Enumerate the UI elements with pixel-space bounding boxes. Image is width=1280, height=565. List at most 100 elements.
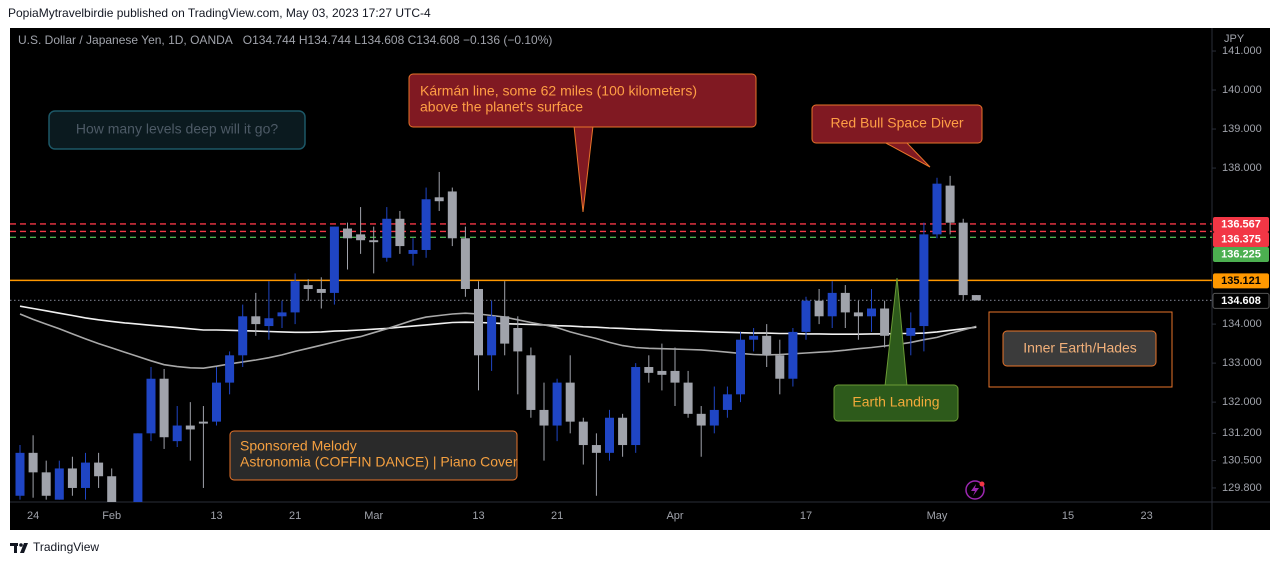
candle-body [526, 355, 536, 410]
alert-icon[interactable] [965, 480, 985, 500]
candle-body [696, 413, 706, 426]
candle-body [618, 417, 628, 446]
candle-body [474, 288, 483, 356]
candle-body [146, 378, 156, 434]
candle-body [238, 316, 248, 356]
candle-body [54, 468, 64, 500]
candle-body [722, 394, 732, 410]
price-badge [1213, 231, 1269, 247]
candle-body [932, 183, 942, 235]
candle-body [382, 218, 392, 258]
candle-body [434, 197, 444, 202]
x-tick-label: 24 [27, 510, 39, 522]
y-tick-label: 134.000 [1222, 318, 1262, 330]
y-tick-label: 133.000 [1222, 357, 1262, 369]
price-badge [1213, 273, 1269, 289]
candle-body [133, 433, 143, 502]
y-tick-label: 139.000 [1222, 123, 1262, 135]
moving-average-line [19, 305, 977, 335]
candle-body [369, 240, 379, 243]
candle-body [343, 228, 352, 239]
candle-body [94, 462, 104, 477]
price-badge-label: 136.225 [1221, 248, 1261, 260]
candle-body [709, 409, 719, 426]
candle-body [212, 382, 221, 422]
candle-body [225, 355, 235, 383]
y-tick-label: 130.500 [1222, 455, 1262, 467]
ohlc-legend: O134.744 H134.744 L134.608 C134.608 −0.1… [243, 33, 553, 47]
y-tick-label: 138.000 [1222, 162, 1262, 174]
price-badge-label: 135.121 [1221, 275, 1261, 287]
candle-body [356, 234, 366, 241]
candle-body [421, 199, 431, 250]
candle-body [683, 382, 693, 414]
moving-average-line [19, 312, 977, 370]
candle-body [172, 425, 182, 442]
candle-body [644, 367, 654, 373]
x-tick-label: Feb [102, 510, 121, 522]
candle-body [198, 421, 208, 424]
alert-dot [979, 481, 985, 487]
candle-body [971, 295, 981, 301]
candle-body [840, 292, 850, 313]
annotation-text: Inner Earth/Hades [1023, 340, 1137, 356]
x-tick-label: 15 [1062, 510, 1074, 522]
annotation-text: above the planet's surface [420, 99, 583, 115]
candle-body [919, 234, 929, 327]
candle-body [107, 476, 117, 502]
logo-part [19, 543, 23, 547]
annotation-box [1002, 330, 1157, 367]
candle-body [814, 300, 824, 317]
alert-icon-bolt [971, 484, 979, 496]
candle-body [801, 300, 811, 332]
candle-body [329, 226, 339, 293]
annotations: How many levels deep will it go? Kármán … [48, 73, 1173, 500]
price-badge [1212, 292, 1270, 309]
candle-body [290, 281, 300, 313]
candle-body [788, 331, 798, 379]
candle-body [303, 285, 313, 289]
candle-body [264, 318, 274, 327]
candle-body [775, 355, 785, 379]
candle-body [251, 316, 261, 325]
candle-body [736, 339, 745, 395]
candle-body [853, 312, 863, 317]
candle-body [513, 328, 523, 352]
price-badge [1213, 216, 1269, 232]
candle-body [316, 288, 326, 293]
annotation-box [229, 430, 518, 481]
currency-label: JPY [1224, 33, 1245, 45]
candle-body [447, 191, 457, 239]
zone-rectangle [988, 311, 1173, 388]
annotation-box [833, 384, 959, 422]
logo-part [14, 543, 17, 553]
candle-body [749, 335, 759, 340]
annotation-text: Astronomia (COFFIN DANCE) | Piano Cover [240, 454, 518, 470]
price-badge-label: 136.375 [1221, 233, 1261, 245]
annotation-text: Red Bull Space Diver [830, 115, 963, 131]
annotation-box [48, 110, 306, 150]
price-badge-label: 136.567 [1221, 218, 1261, 230]
candle-body [657, 370, 667, 375]
x-tick-label: 13 [210, 510, 222, 522]
annotation-box [811, 104, 983, 144]
y-tick-label: 132.000 [1222, 396, 1262, 408]
candle-body [460, 238, 470, 289]
x-tick-label: Mar [364, 510, 383, 522]
candle-body [159, 378, 169, 438]
brand-logo [10, 543, 28, 553]
candle-body [945, 185, 955, 223]
x-tick-label: Apr [666, 510, 683, 522]
candle-body [827, 292, 837, 317]
candle-body [500, 316, 510, 344]
candle-body [906, 328, 916, 336]
candle-body [487, 316, 497, 356]
annotation-text: Sponsored Melody [240, 438, 357, 454]
published-by: PopiaMytravelbirdie published on Trading… [8, 6, 431, 20]
candle-body [880, 308, 890, 336]
x-tick-label: 17 [800, 510, 812, 522]
x-tick-label: 21 [289, 510, 301, 522]
y-tick-label: 131.200 [1222, 427, 1262, 439]
candle-body [552, 382, 562, 426]
